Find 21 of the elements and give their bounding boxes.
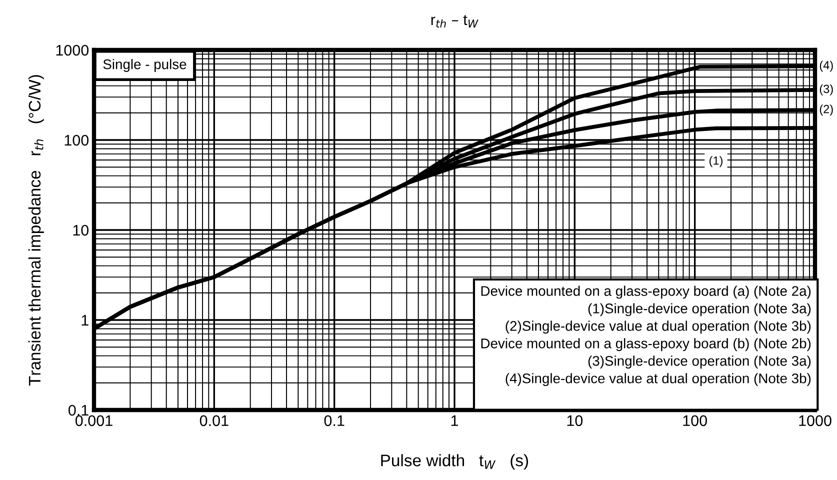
x-tick-label: 0.01 (200, 415, 228, 426)
y-tick-label: 0.1 (68, 404, 88, 416)
text: Pulse width t$_{W}$ (s) (381, 454, 528, 470)
x-tick-label: 10 (567, 415, 583, 426)
annotation: Device mounted on a glass-epoxy board (a) (Note 2a) (1)Single-device operation (Note 3a) (2)Single-device value at dual operation (Note 3b) Device mounted on a glass-epoxy board (b) (Note 2b) (3)Single-device operation (Note 3a) (4)Single-device value at dual operation (Note 3b) (481, 286, 811, 386)
text: Transient thermal impedance r$_{th}$ (°C/W) (28, 75, 44, 386)
series-label: (2) (820, 104, 833, 116)
series-label: (4) (820, 60, 833, 72)
text: (1) (710, 156, 722, 168)
x-tick-label: 1 (451, 415, 458, 426)
x-tick-label: 100 (683, 415, 707, 426)
x-tick-label: 0.1 (324, 415, 344, 426)
chart-title: r$_{th}$ – t$_{W}$ (431, 15, 478, 28)
series-label: (3) (820, 84, 833, 96)
y-tick-label: 1 (82, 315, 88, 326)
y-tick-label: 10 (73, 224, 89, 236)
x-tick-label: 1000 (799, 415, 832, 426)
y-tick-label: 100 (64, 134, 89, 146)
y-tick-label: 1000 (56, 44, 89, 56)
annotation: Single - pulse (103, 59, 186, 72)
x-tick-label: 0.001 (75, 415, 112, 426)
